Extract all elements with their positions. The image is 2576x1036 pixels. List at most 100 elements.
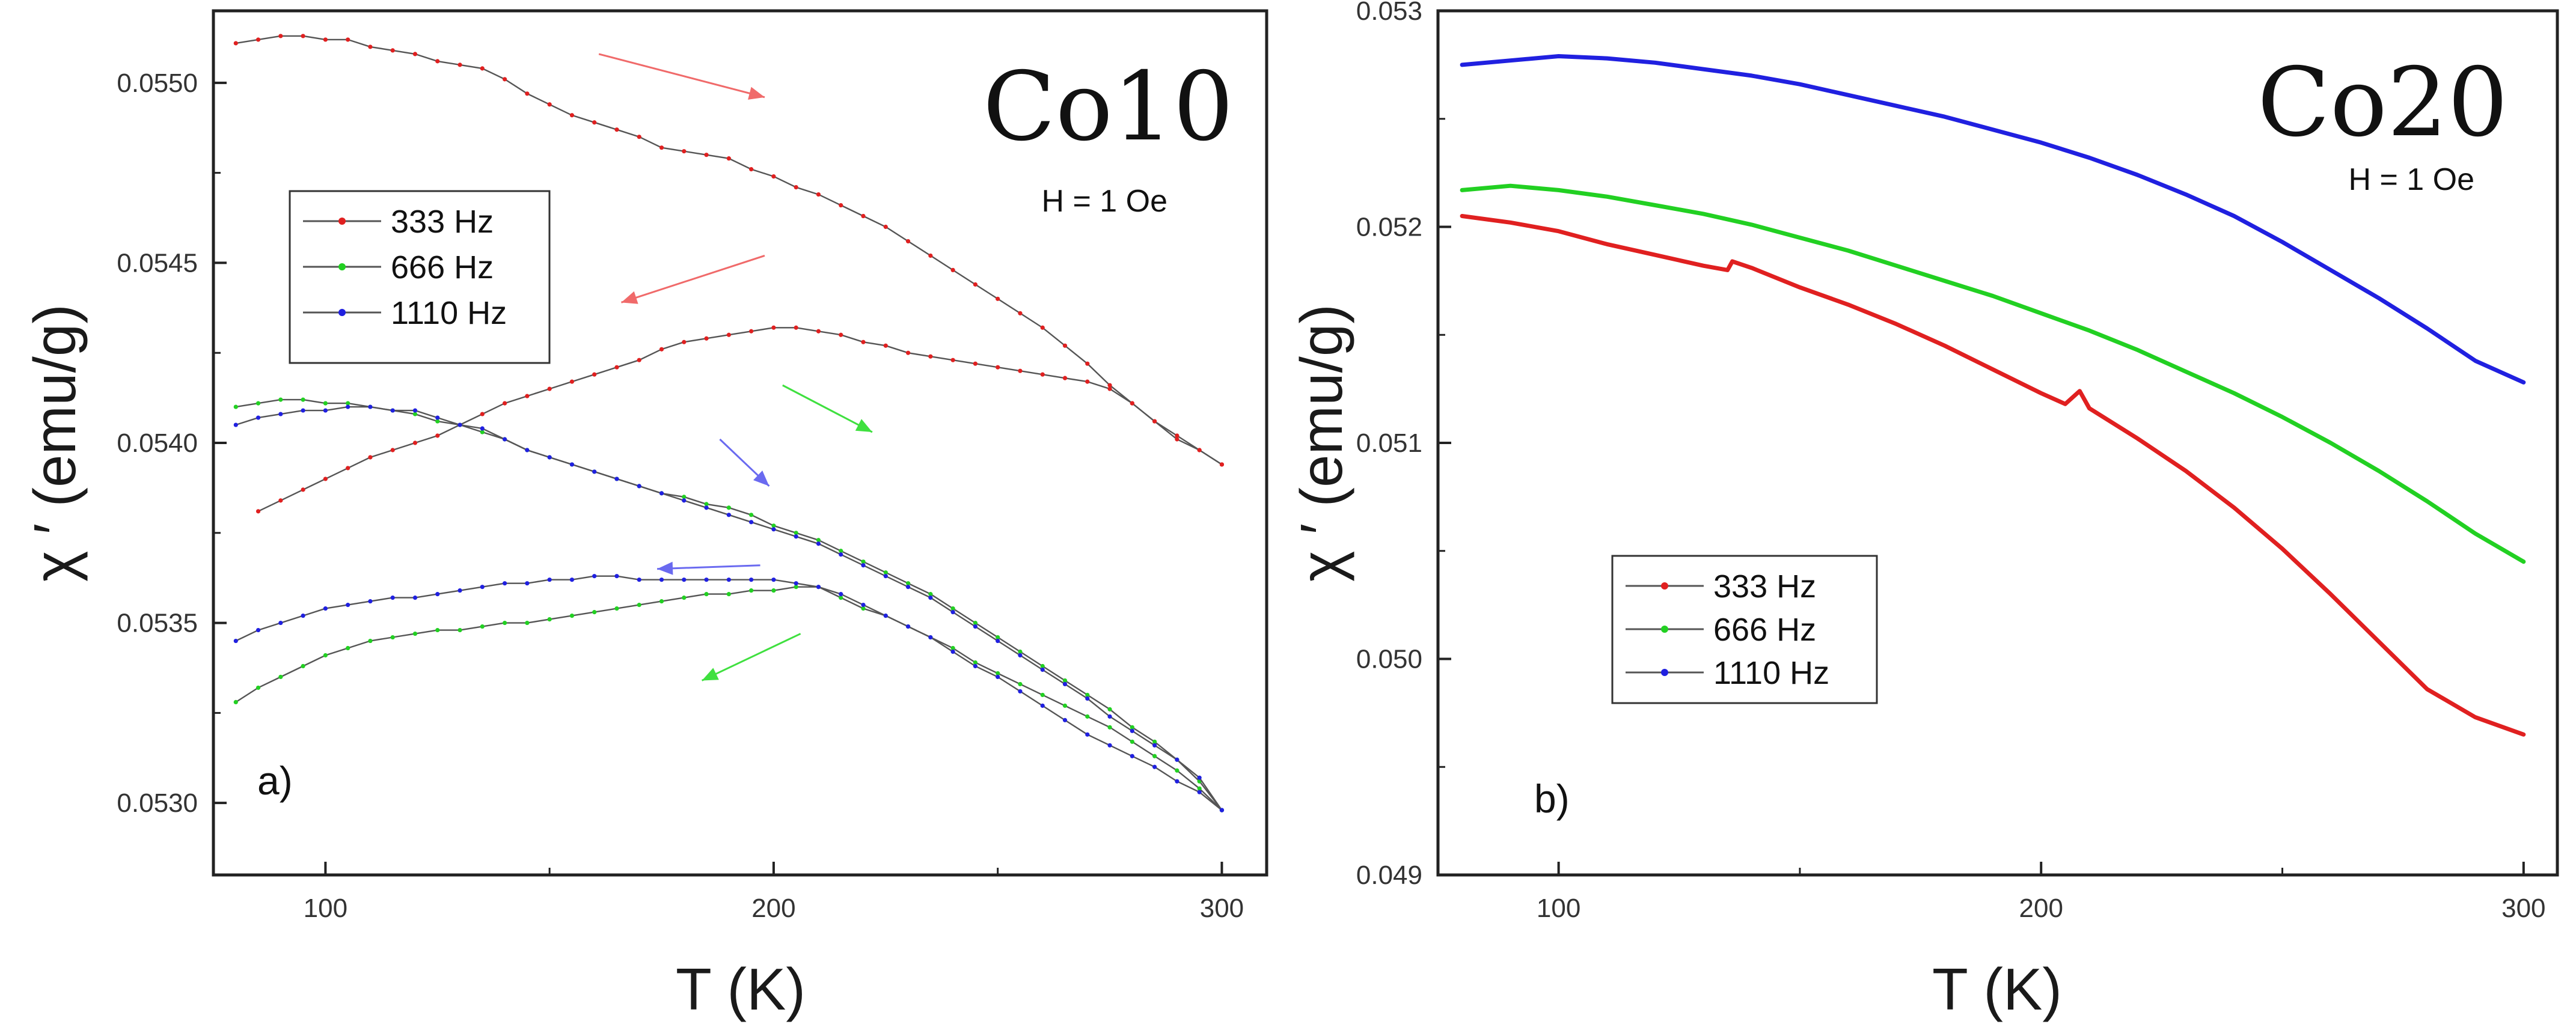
x-tick-label: 300 (1200, 894, 1244, 923)
data-point (525, 394, 530, 398)
data-point (323, 408, 328, 413)
data-point (233, 404, 238, 409)
legend-label: 1110 Hz (1713, 655, 1829, 691)
data-point (726, 513, 731, 517)
series-line (233, 574, 1225, 812)
data-point (839, 592, 843, 597)
data-point (323, 37, 328, 42)
data-point (1107, 707, 1112, 711)
data-point (839, 549, 843, 553)
data-point (255, 401, 261, 406)
direction-arrow (719, 438, 770, 487)
data-point (412, 440, 418, 445)
sample-label-a: Co10 (983, 52, 1234, 162)
data-point (255, 37, 261, 42)
data-point (569, 614, 575, 618)
data-point (1018, 689, 1023, 694)
data-point (1040, 703, 1045, 708)
data-point (928, 354, 933, 359)
data-point (457, 62, 462, 67)
legend-entry: 666 Hz (303, 249, 494, 285)
data-point (637, 135, 641, 139)
data-point (1018, 653, 1023, 658)
panel-label-b: b) (1534, 776, 1570, 821)
legend-entry: 333 Hz (1626, 568, 1816, 605)
data-point (928, 592, 933, 597)
data-point (771, 174, 776, 179)
data-point (1130, 728, 1134, 733)
data-point (996, 365, 1000, 370)
data-point (996, 671, 1000, 676)
data-point (682, 340, 687, 344)
data-point (390, 635, 395, 640)
data-point (905, 239, 911, 244)
data-point (659, 577, 664, 582)
data-point (839, 332, 843, 337)
axis-ticks-a: 100 200 300 0.0530 0.0535 0.0540 0.0545 0.0550 (117, 69, 1244, 923)
data-point (771, 527, 776, 532)
data-point (704, 505, 709, 510)
data-point (435, 433, 440, 438)
data-point (1152, 754, 1157, 758)
data-point (659, 491, 664, 496)
data-point (435, 592, 440, 597)
data-point (1018, 649, 1023, 654)
data-point (1107, 725, 1112, 730)
data-point (457, 422, 462, 427)
data-point (637, 577, 641, 582)
data-point (704, 592, 709, 597)
data-point (973, 660, 978, 665)
data-point (323, 606, 328, 611)
data-point (950, 358, 955, 362)
data-point (368, 404, 373, 409)
data-point (659, 347, 664, 352)
data-point (614, 477, 619, 481)
data-point (973, 620, 978, 626)
data-point (502, 437, 507, 442)
data-point (1107, 714, 1112, 719)
data-point (390, 448, 395, 452)
legend-box-a (289, 190, 551, 364)
data-point (839, 203, 843, 208)
data-point (390, 596, 395, 600)
data-point (883, 574, 888, 579)
data-point (883, 614, 888, 618)
data-point (1175, 779, 1179, 784)
data-point (301, 397, 305, 402)
data-point (525, 620, 530, 626)
field-label-a: H = 1 Oe (1041, 184, 1167, 219)
data-point (839, 552, 843, 557)
data-point (233, 699, 238, 704)
direction-arrows-a (598, 53, 873, 681)
data-point (412, 412, 418, 416)
data-point (749, 167, 754, 172)
data-point (457, 588, 462, 593)
x-tick-label: 100 (304, 894, 347, 923)
data-point (1175, 768, 1179, 773)
data-point (278, 412, 283, 416)
data-point (592, 574, 597, 579)
legend-label: 333 Hz (1713, 568, 1816, 605)
data-point (435, 59, 440, 64)
data-point (726, 332, 731, 337)
data-point (794, 184, 798, 190)
series-line (1460, 54, 2526, 385)
data-point (726, 505, 731, 510)
data-point (883, 570, 888, 575)
legend-label: 666 Hz (1713, 612, 1816, 648)
data-point (905, 581, 911, 586)
data-point (323, 401, 328, 406)
data-point (950, 649, 955, 654)
data-point (1175, 437, 1179, 442)
data-point (301, 487, 305, 492)
data-point (794, 534, 798, 539)
data-point (255, 685, 261, 690)
data-point (928, 635, 933, 640)
data-point (569, 577, 575, 582)
data-point (1152, 743, 1157, 748)
data-point (682, 149, 687, 154)
direction-arrow (598, 53, 765, 100)
data-point (1130, 401, 1134, 406)
